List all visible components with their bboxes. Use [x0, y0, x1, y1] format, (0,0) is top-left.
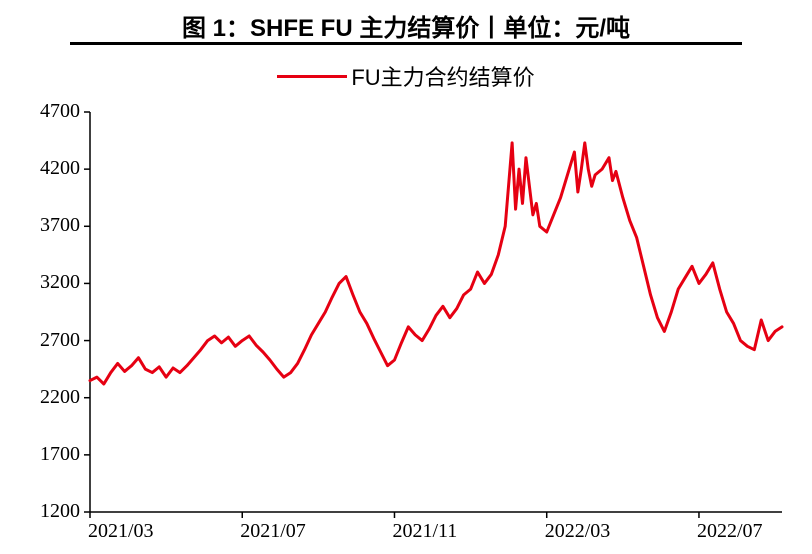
x-tick-label: 2021/03 [88, 520, 154, 543]
y-tick-label: 4700 [40, 100, 80, 123]
title-underline [70, 42, 742, 45]
line-chart-svg [90, 112, 782, 512]
chart-title: 图 1：SHFE FU 主力结算价丨单位：元/吨 [0, 8, 812, 43]
x-tick-label: 2021/11 [392, 520, 457, 543]
plot-area [90, 112, 782, 512]
y-tick-label: 3700 [40, 214, 80, 237]
legend-series-line [277, 75, 347, 78]
price-series-line [90, 143, 782, 384]
chart-title-text: 图 1：SHFE FU 主力结算价丨单位：元/吨 [182, 15, 630, 42]
legend-series-label: FU主力合约结算价 [351, 60, 534, 92]
legend: FU主力合约结算价 [0, 60, 812, 92]
y-tick-label: 2200 [40, 386, 80, 409]
chart-container: 图 1：SHFE FU 主力结算价丨单位：元/吨 FU主力合约结算价 1200 1… [0, 0, 812, 554]
x-tick-label: 2022/03 [545, 520, 611, 543]
x-tick-label: 2021/07 [240, 520, 306, 543]
y-tick-label: 4200 [40, 157, 80, 180]
y-tick-label: 1200 [40, 500, 80, 523]
y-tick-label: 1700 [40, 443, 80, 466]
y-tick-label: 2700 [40, 329, 80, 352]
y-tick-label: 3200 [40, 271, 80, 294]
x-tick-label: 2022/07 [697, 520, 763, 543]
